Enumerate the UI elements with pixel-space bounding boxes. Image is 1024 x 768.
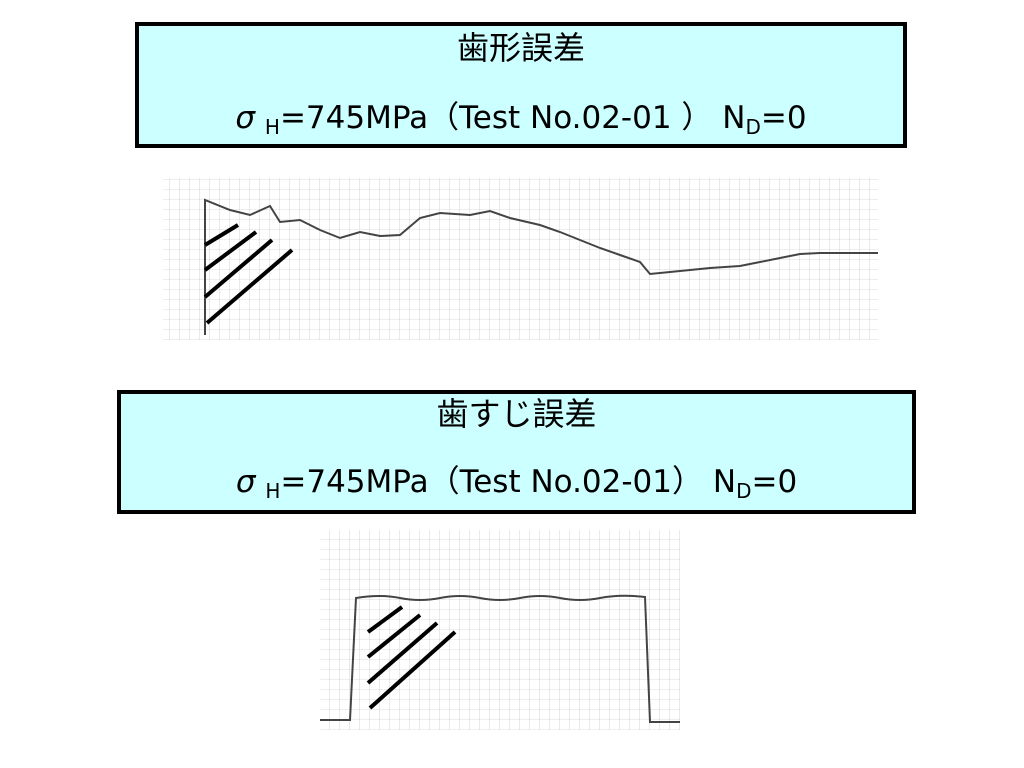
condition-line: σ H=745MPa（Test No.02-01） ND=0 <box>121 464 912 509</box>
trace <box>320 594 680 723</box>
n-value: =0 <box>760 100 807 136</box>
sigma: σ <box>235 100 256 136</box>
hatch <box>366 605 457 710</box>
subscript: H <box>265 479 281 503</box>
subscript: D <box>745 115 761 139</box>
title-box: 歯形誤差 σ H=745MPa（Test No.02-01 ） ND=0 <box>135 22 907 148</box>
subscript: D <box>736 479 752 503</box>
sigma: σ <box>235 464 256 500</box>
hatch <box>203 223 294 325</box>
n-value: =0 <box>751 464 798 500</box>
condition: =745MPa（Test No.02-01） <box>280 464 704 500</box>
section-title: 歯すじ誤差 <box>436 395 597 433</box>
section-box: 歯すじ誤差 σ H=745MPa（Test No.02-01） ND=0 <box>117 390 916 514</box>
trace <box>204 198 878 335</box>
condition: =745MPa（Test No.02-01 ） <box>279 100 713 136</box>
title: 歯形誤差 <box>456 29 585 67</box>
n-label: N <box>722 100 746 136</box>
subscript: H <box>264 115 280 139</box>
n-label: N <box>712 464 737 500</box>
condition-line: σ H=745MPa（Test No.02-01 ） ND=0 <box>139 100 903 144</box>
